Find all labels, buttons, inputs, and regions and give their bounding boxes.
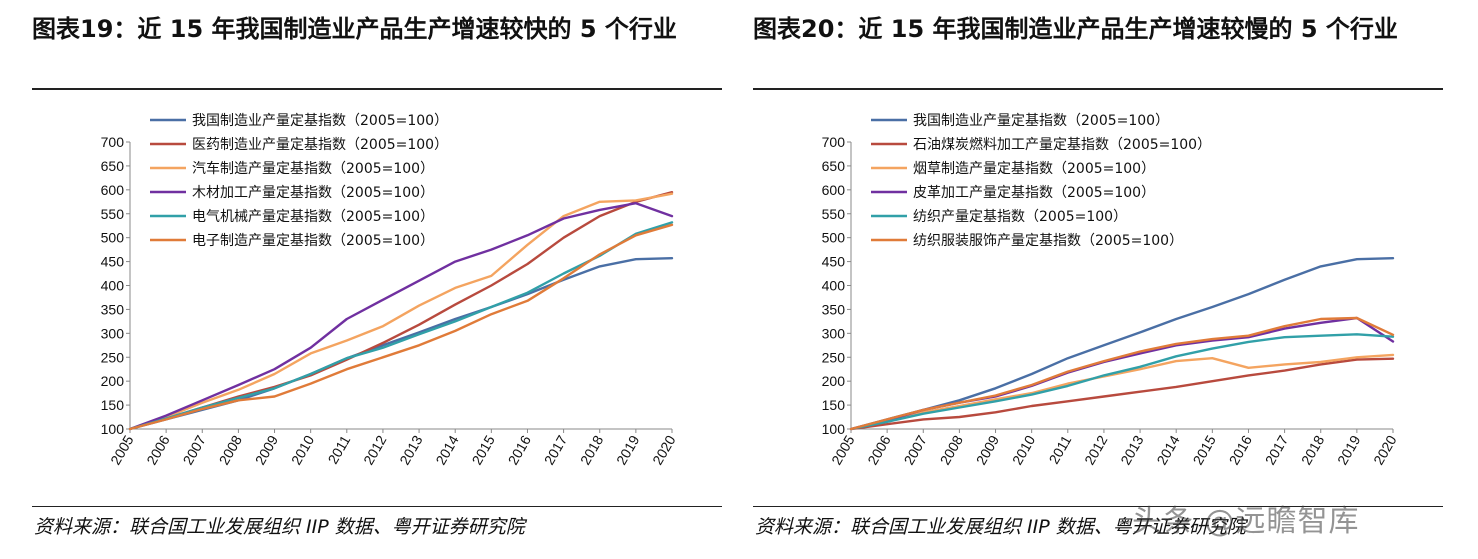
right-panel: 图表20：近 15 年我国制造业产品生产增速较慢的 5 个行业 100 150 20… bbox=[753, 0, 1443, 559]
series-line-2 bbox=[849, 357, 1395, 431]
x-tick-label: 2020 bbox=[1370, 432, 1400, 467]
x-tick-label: 2017 bbox=[541, 432, 571, 467]
y-tick-label: 300 bbox=[822, 325, 846, 341]
legend-label: 我国制造业产量定基指数（2005=100） bbox=[913, 112, 1169, 129]
x-tick-label: 2007 bbox=[900, 432, 930, 467]
x-tick-label: 2019 bbox=[613, 432, 643, 467]
x-tick-label: 2013 bbox=[396, 432, 426, 467]
x-tick-label: 2008 bbox=[937, 432, 967, 467]
legend-label: 皮革加工产量定基指数（2005=100） bbox=[913, 184, 1155, 201]
left-panel: 图表19：近 15 年我国制造业产品生产增速较快的 5 个行业 100 150 20… bbox=[32, 0, 722, 559]
x-tick-label: 2006 bbox=[864, 432, 894, 467]
x-tick-label: 2010 bbox=[288, 432, 318, 467]
source-divider-left bbox=[32, 506, 722, 507]
series-line-1 bbox=[849, 257, 1395, 431]
y-tick-label: 250 bbox=[822, 349, 846, 365]
y-tick-label: 450 bbox=[822, 254, 846, 270]
x-tick-label: 2015 bbox=[468, 432, 498, 467]
x-tick-label: 2014 bbox=[1153, 432, 1183, 467]
x-tick-label: 2020 bbox=[649, 432, 679, 467]
x-tick-label: 2016 bbox=[505, 432, 535, 467]
series-line-2 bbox=[128, 191, 674, 431]
y-tick-label: 150 bbox=[822, 397, 846, 413]
title-divider-right bbox=[753, 88, 1443, 90]
x-tick-label: 2006 bbox=[143, 432, 173, 467]
x-tick-label: 2016 bbox=[1226, 432, 1256, 467]
chart-title-left: 图表19：近 15 年我国制造业产品生产增速较快的 5 个行业 bbox=[32, 15, 677, 43]
x-tick-label: 2019 bbox=[1334, 432, 1364, 467]
title-divider-left bbox=[32, 88, 722, 90]
y-tick-label: 150 bbox=[101, 397, 125, 413]
legend-label: 石油煤炭燃料加工产量定基指数（2005=100） bbox=[913, 136, 1211, 153]
y-tick-label: 650 bbox=[101, 158, 125, 174]
x-tick-label: 2009 bbox=[973, 432, 1003, 467]
legend-label: 纺织服装服饰产量定基指数（2005=100） bbox=[913, 232, 1183, 249]
x-tick-label: 2012 bbox=[1081, 432, 1111, 467]
legend-label: 电气机械产量定基指数（2005=100） bbox=[192, 208, 434, 225]
x-tick-label: 2009 bbox=[252, 432, 282, 467]
y-tick-label: 500 bbox=[101, 230, 125, 246]
y-tick-label: 600 bbox=[822, 182, 846, 198]
y-tick-label: 550 bbox=[101, 206, 125, 222]
y-tick-label: 300 bbox=[101, 325, 125, 341]
x-tick-label: 2008 bbox=[216, 432, 246, 467]
y-tick-label: 650 bbox=[822, 158, 846, 174]
x-tick-label: 2012 bbox=[360, 432, 390, 467]
x-tick-label: 2013 bbox=[1117, 432, 1147, 467]
y-tick-label: 200 bbox=[101, 373, 125, 389]
legend-label: 木材加工产量定基指数（2005=100） bbox=[192, 184, 434, 201]
series-line-5 bbox=[128, 221, 674, 431]
series-line-6 bbox=[849, 316, 1395, 431]
watermark: 头条 @远瞻智库 bbox=[1132, 504, 1360, 539]
x-tick-label: 2005 bbox=[107, 432, 137, 467]
y-tick-label: 100 bbox=[101, 421, 125, 437]
x-tick-label: 2007 bbox=[179, 432, 209, 467]
y-tick-label: 450 bbox=[101, 254, 125, 270]
legend-label: 我国制造业产量定基指数（2005=100） bbox=[192, 112, 448, 129]
x-tick-label: 2017 bbox=[1262, 432, 1292, 467]
y-tick-label: 700 bbox=[101, 134, 125, 150]
legend-label: 纺织产量定基指数（2005=100） bbox=[913, 208, 1127, 225]
x-tick-label: 2011 bbox=[324, 432, 353, 466]
source-divider-right bbox=[753, 506, 1443, 507]
legend-label: 医药制造业产量定基指数（2005=100） bbox=[192, 136, 448, 153]
series-line-3 bbox=[128, 192, 674, 431]
series-line-4 bbox=[128, 202, 674, 431]
series-line-3 bbox=[849, 353, 1395, 431]
series-line-1 bbox=[128, 257, 674, 431]
source-note-left: 资料来源：联合国工业发展组织 IIP 数据、粤开证券研究院 bbox=[34, 516, 525, 538]
x-tick-label: 2010 bbox=[1009, 432, 1039, 467]
y-tick-label: 550 bbox=[822, 206, 846, 222]
y-tick-label: 350 bbox=[101, 301, 125, 317]
y-tick-label: 350 bbox=[822, 301, 846, 317]
y-tick-label: 600 bbox=[101, 182, 125, 198]
line-chart-right: 100 150 200 250 300 350 400 450 500 550 600 650 700 2… bbox=[822, 112, 1400, 467]
x-tick-label: 2015 bbox=[1189, 432, 1219, 467]
x-tick-label: 2011 bbox=[1045, 432, 1074, 466]
legend-label: 电子制造产量定基指数（2005=100） bbox=[192, 232, 434, 249]
x-tick-label: 2005 bbox=[828, 432, 858, 467]
legend-label: 汽车制造产量定基指数（2005=100） bbox=[192, 160, 434, 177]
x-tick-label: 2014 bbox=[432, 432, 462, 467]
x-tick-label: 2018 bbox=[577, 432, 607, 467]
y-tick-label: 200 bbox=[822, 373, 846, 389]
legend-label: 烟草制造产量定基指数（2005=100） bbox=[913, 160, 1155, 177]
y-tick-label: 250 bbox=[101, 349, 125, 365]
y-tick-label: 400 bbox=[822, 278, 846, 294]
x-tick-label: 2018 bbox=[1298, 432, 1328, 467]
y-tick-label: 400 bbox=[101, 278, 125, 294]
series-line-6 bbox=[128, 223, 674, 431]
y-tick-label: 100 bbox=[822, 421, 846, 437]
series-line-5 bbox=[849, 333, 1395, 431]
line-chart-left: 100 150 200 250 300 350 400 450 500 550 600 650 700 2… bbox=[101, 112, 679, 467]
chart-title-right: 图表20：近 15 年我国制造业产品生产增速较慢的 5 个行业 bbox=[753, 15, 1398, 43]
source-note-right: 资料来源：联合国工业发展组织 IIP 数据、粤开证券研究院 bbox=[755, 516, 1246, 538]
y-tick-label: 700 bbox=[822, 134, 846, 150]
y-tick-label: 500 bbox=[822, 230, 846, 246]
